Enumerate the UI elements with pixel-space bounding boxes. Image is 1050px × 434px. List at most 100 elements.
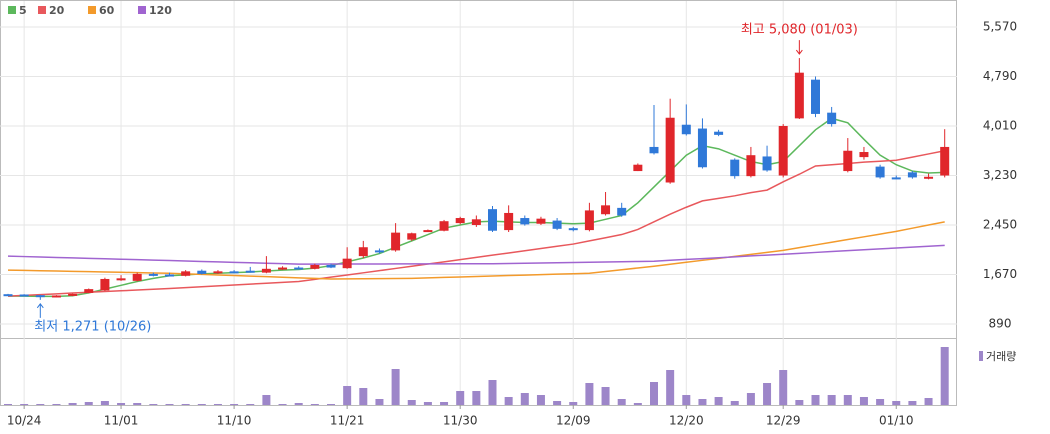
- candle-body: [875, 166, 885, 178]
- candle-body: [488, 209, 497, 231]
- volume-bar: [20, 404, 29, 405]
- x-tick-label: 10/24: [7, 414, 42, 428]
- x-tick-label: 11/01: [104, 414, 139, 428]
- candle-body: [423, 230, 433, 233]
- volume-bar: [197, 404, 206, 405]
- candle-body: [940, 146, 950, 176]
- volume-bar: [876, 399, 885, 405]
- volume-bar: [892, 401, 901, 405]
- volume-bar: [133, 403, 142, 405]
- candle-body: [778, 125, 788, 176]
- candle-body: [633, 164, 643, 172]
- volume-bar: [472, 391, 481, 405]
- plot-frame: [0, 0, 957, 406]
- candle-body: [261, 268, 271, 273]
- volume-legend-swatch: [979, 351, 983, 361]
- candle-body: [84, 289, 94, 293]
- candle-body: [552, 220, 562, 229]
- volume-bar: [165, 404, 174, 405]
- volume-bar: [84, 402, 93, 405]
- x-tick-label: 11/30: [443, 414, 478, 428]
- x-tick-label: 12/29: [766, 414, 801, 428]
- candle-body: [148, 273, 158, 276]
- legend-label: 60: [99, 4, 115, 17]
- candle-body: [827, 112, 837, 125]
- low-annotation: 최저 1,271 (10/26): [34, 319, 151, 334]
- y-tick-label: 1,670: [983, 267, 1017, 281]
- volume-bar: [601, 387, 610, 405]
- candle-body: [924, 176, 934, 179]
- legend-swatch: [38, 6, 46, 14]
- volume-bar: [278, 404, 287, 405]
- candle-body: [3, 294, 13, 297]
- legend-swatch: [88, 6, 96, 14]
- volume-bar: [569, 402, 578, 405]
- legend-swatch: [8, 6, 16, 14]
- volume-bar: [924, 398, 933, 405]
- volume-bar: [811, 395, 820, 405]
- candle-body: [213, 271, 223, 274]
- candle-body: [762, 156, 772, 171]
- ma-line: [7, 150, 945, 297]
- high-arrow: [795, 40, 803, 55]
- x-tick-label: 01/10: [879, 414, 914, 428]
- y-tick-label: 5,570: [983, 19, 1017, 33]
- ma-line: [8, 117, 945, 298]
- candle-body: [617, 207, 627, 216]
- volume-bar: [181, 404, 190, 405]
- candle-body: [891, 177, 901, 180]
- volume-bar: [795, 400, 804, 405]
- volume-bar: [666, 370, 675, 405]
- y-tick-label: 3,230: [983, 168, 1017, 182]
- candle-body: [358, 247, 368, 257]
- candle-body: [116, 278, 126, 281]
- volume-bar: [488, 380, 497, 405]
- candle-body: [165, 274, 174, 277]
- volume-bar: [730, 401, 739, 405]
- candle-body: [181, 271, 191, 276]
- volume-label: 거래량: [986, 350, 1016, 363]
- legend-label: 5: [19, 4, 27, 17]
- volume-bar: [391, 369, 400, 405]
- volume-bar: [908, 401, 917, 405]
- candle-body: [455, 218, 465, 224]
- volume-bar: [213, 404, 222, 405]
- y-tick-label: 890: [989, 317, 1012, 331]
- x-tick-label: 12/20: [669, 414, 704, 428]
- volume-bar: [36, 404, 45, 405]
- ma-line: [7, 221, 945, 280]
- volume-bar: [585, 383, 594, 405]
- candle-body: [342, 258, 352, 269]
- volume-bar: [327, 404, 335, 405]
- volume-bar: [827, 395, 836, 405]
- candle-body: [568, 228, 578, 231]
- candle-body: [665, 117, 675, 183]
- volume-bar: [520, 393, 529, 405]
- legend-label: 120: [149, 4, 172, 17]
- candle-body: [714, 131, 724, 135]
- candle-body: [584, 210, 594, 231]
- candle-body: [294, 267, 304, 270]
- candle-body: [245, 270, 255, 273]
- volume-bar: [117, 403, 126, 405]
- candle-body: [811, 79, 820, 114]
- volume-bar: [553, 401, 562, 405]
- volume-bar: [504, 397, 513, 405]
- candle-body: [229, 271, 239, 274]
- candle-body: [520, 218, 530, 225]
- volume-bar: [52, 404, 61, 405]
- volume-bar: [407, 400, 416, 405]
- candle-body: [536, 218, 546, 224]
- volume-bar: [650, 382, 658, 405]
- x-tick-label: 12/09: [556, 414, 591, 428]
- candle-body: [326, 265, 336, 268]
- volume-bar: [536, 395, 545, 405]
- volume-bar: [262, 395, 271, 405]
- volume-bar: [230, 404, 239, 405]
- candle-body: [471, 219, 481, 226]
- y-tick-label: 4,790: [983, 69, 1017, 83]
- candle-body: [132, 273, 142, 281]
- volume-bar: [779, 370, 788, 405]
- candle-body: [19, 294, 29, 297]
